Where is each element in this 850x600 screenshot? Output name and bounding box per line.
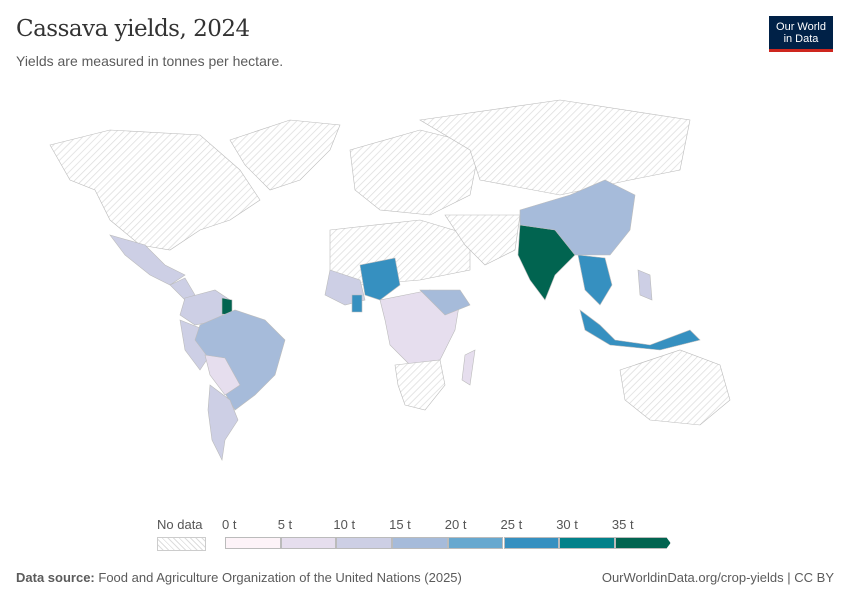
region-southeast-asia bbox=[577, 254, 613, 306]
region-ghana bbox=[351, 294, 363, 313]
region-philippines bbox=[637, 269, 653, 301]
legend-swatch bbox=[225, 537, 281, 549]
region-indonesia bbox=[579, 309, 701, 351]
legend-tick-label: 15 t bbox=[389, 517, 411, 532]
region-russia-asia bbox=[419, 99, 691, 196]
region-australia bbox=[619, 349, 731, 426]
region-niger-nigeria bbox=[359, 257, 401, 301]
region-china bbox=[519, 179, 636, 256]
legend-tick-label: 20 t bbox=[444, 517, 467, 532]
region-europe bbox=[349, 129, 481, 216]
legend-swatch bbox=[392, 537, 448, 549]
region-mexico bbox=[109, 234, 186, 286]
legend-tick-label: 25 t bbox=[500, 517, 523, 532]
region-madagascar bbox=[461, 349, 476, 386]
color-legend: No data 0 t 5 t 10 t 15 t 20 t 25 t 30 t 35 t bbox=[0, 510, 850, 560]
region-north-africa bbox=[329, 219, 471, 286]
source-label: Data source: bbox=[16, 570, 95, 585]
region-southern-africa bbox=[394, 359, 446, 411]
legend-swatch bbox=[559, 537, 615, 549]
chart-title: Cassava yields, 2024 bbox=[16, 16, 250, 42]
legend-tick-label: 0 t bbox=[222, 517, 237, 532]
region-argentina bbox=[207, 384, 239, 461]
owid-link[interactable]: OurWorldinData.org/crop-yields | CC BY bbox=[601, 570, 834, 585]
region-brazil bbox=[194, 309, 286, 411]
legend-tick-label: 30 t bbox=[556, 517, 578, 532]
region-ethiopia bbox=[419, 289, 471, 316]
region-central-america bbox=[169, 277, 196, 301]
legend-swatch bbox=[280, 537, 337, 549]
region-bolivia-paraguay bbox=[204, 354, 241, 396]
no-data-swatch bbox=[157, 537, 206, 551]
no-data-label: No data bbox=[157, 517, 203, 532]
legend-tick-label: 35 t bbox=[611, 517, 634, 532]
chart-subtitle: Yields are measured in tonnes per hectar… bbox=[16, 53, 284, 69]
region-peru bbox=[179, 319, 211, 371]
legend-tick-label: 5 t bbox=[277, 517, 293, 532]
data-source: Data source: Food and Agriculture Organi… bbox=[16, 570, 462, 585]
logo-line-2: in Data bbox=[783, 32, 819, 45]
legend-swatch bbox=[614, 537, 671, 549]
region-greenland bbox=[229, 119, 341, 191]
logo-line-1: Our World bbox=[776, 20, 826, 33]
owid-logo[interactable]: Our World in Data bbox=[769, 16, 833, 52]
legend-swatch bbox=[336, 537, 393, 549]
region-north-america bbox=[49, 129, 261, 251]
legend-tick-label: 10 t bbox=[333, 517, 356, 532]
legend-swatch bbox=[447, 537, 504, 549]
region-middle-east bbox=[444, 214, 521, 266]
source-text: Food and Agriculture Organization of the… bbox=[98, 570, 462, 585]
world-map[interactable] bbox=[0, 80, 850, 510]
legend-swatch bbox=[503, 537, 560, 549]
